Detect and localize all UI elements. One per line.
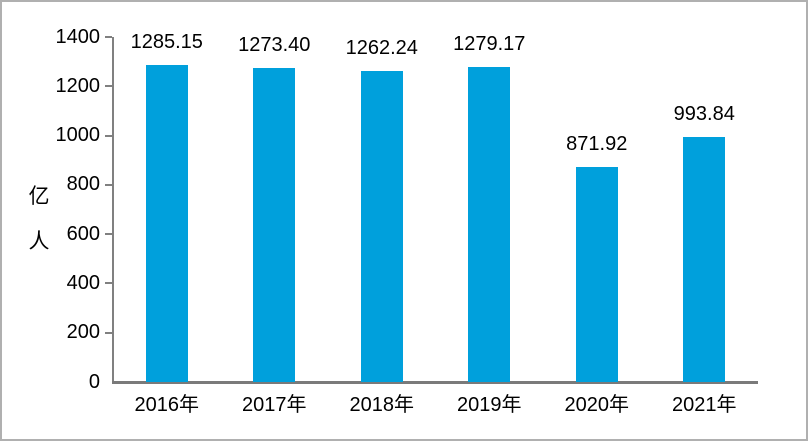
x-tick-label: 2021年 [672,394,737,416]
y-tick-label: 200 [66,321,100,344]
y-axis-title-line1: 亿 [28,185,50,208]
y-tick-mark [105,134,112,137]
bar [360,70,403,382]
y-tick-label: 800 [66,173,100,196]
x-tick-label: 2020年 [564,394,630,416]
y-axis-title: 亿 人 [22,174,56,264]
y-axis-line [112,37,114,382]
y-tick-label: 0 [88,370,100,393]
bar-value-label: 993.84 [673,103,735,126]
bar-value-label: 1273.40 [238,34,311,57]
x-tick-label: 2019年 [457,394,522,416]
y-tick-label: 1400 [55,25,101,48]
y-tick-mark [105,233,112,236]
y-axis-title-line2: 人 [28,230,50,253]
bar-value-label: 1285.15 [130,31,203,54]
bar [683,137,726,382]
y-tick-label: 400 [66,271,100,294]
bar [575,167,618,382]
bar [145,65,188,382]
y-tick-mark [105,282,112,285]
y-tick-label: 1200 [55,74,101,97]
y-tick-mark [105,36,112,38]
bar [253,68,296,382]
bar [468,66,511,382]
y-tick-mark [105,331,112,334]
y-tick-label: 1000 [55,124,101,147]
y-tick-mark [105,183,112,186]
y-tick-mark [105,85,112,88]
x-tick-label: 2017年 [242,394,307,416]
x-tick-label: 2016年 [134,394,200,416]
x-axis-line [112,381,758,384]
y-tick-label: 600 [66,222,100,245]
bar-value-label: 871.92 [566,133,628,156]
x-tick-label: 2018年 [349,394,415,416]
bar-value-label: 1262.24 [345,36,418,59]
bar-value-label: 1279.17 [453,32,526,55]
